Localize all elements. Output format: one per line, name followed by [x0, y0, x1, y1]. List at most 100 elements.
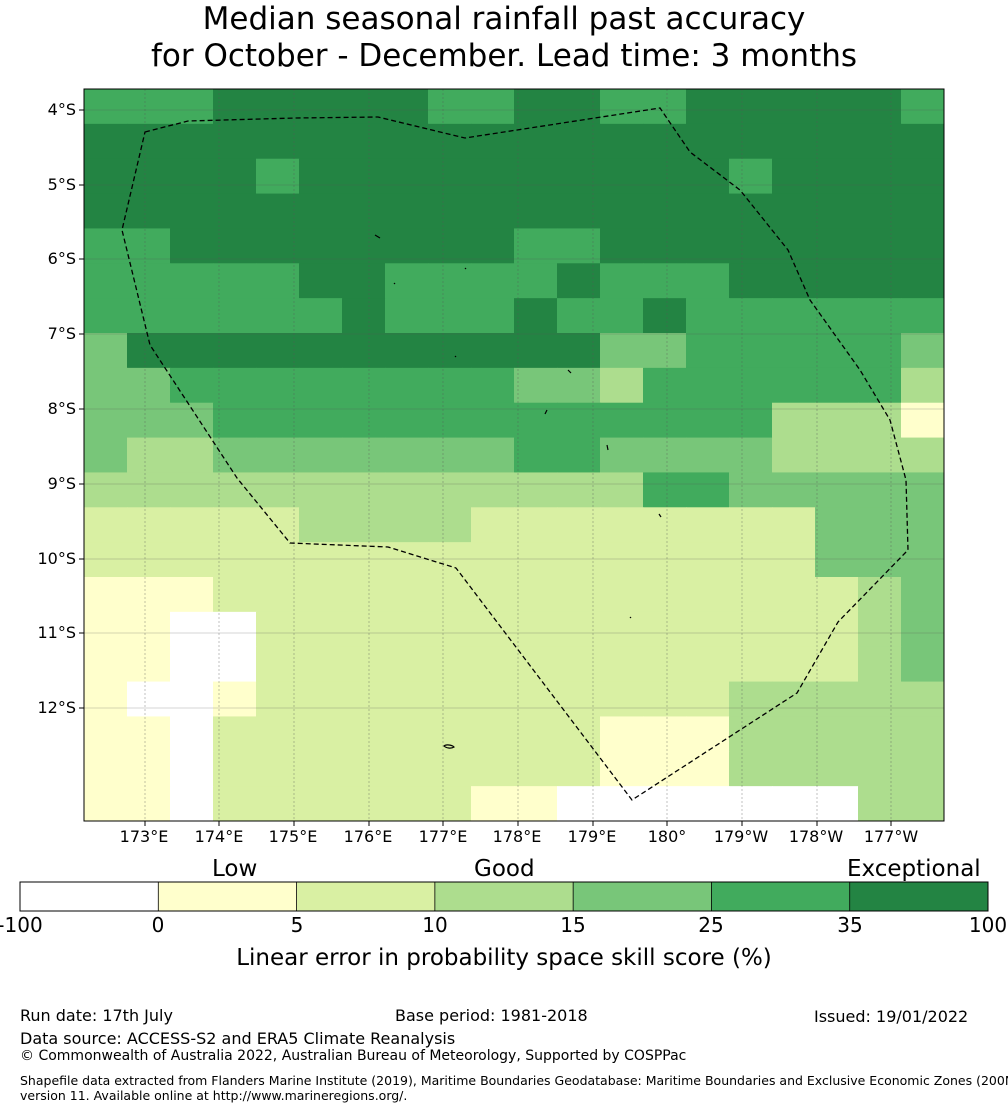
score-cell	[901, 611, 945, 648]
score-cell	[256, 507, 300, 543]
score-cell	[213, 472, 257, 508]
eez-boundary	[121, 107, 909, 801]
score-cell	[299, 193, 343, 229]
score-cell	[600, 89, 644, 125]
score-cell	[256, 158, 300, 195]
score-cell	[772, 298, 816, 334]
score-cell	[858, 437, 902, 473]
score-cell	[256, 123, 300, 160]
colorbar-tick: 15	[560, 913, 586, 937]
score-cell	[643, 472, 687, 508]
run-date: Run date: 17th July	[20, 1006, 173, 1025]
score-cell	[514, 158, 558, 195]
score-cell	[428, 542, 472, 578]
score-cell	[772, 263, 816, 299]
score-cell	[385, 472, 429, 508]
shapefile-credit-1: Shapefile data extracted from Flanders M…	[20, 1073, 1008, 1088]
colorbar-category-low: Low	[212, 856, 258, 882]
score-cell	[557, 367, 601, 404]
score-cell	[686, 367, 730, 404]
score-cell	[127, 193, 171, 229]
score-cell	[84, 437, 128, 473]
score-cell	[815, 751, 859, 787]
score-cell	[600, 716, 644, 752]
score-cell	[299, 646, 343, 683]
score-cell	[901, 437, 945, 473]
score-cell	[557, 228, 601, 264]
score-cell	[858, 367, 902, 404]
score-cell	[170, 577, 214, 613]
score-cell	[127, 298, 171, 334]
score-cell	[471, 402, 515, 439]
score-cell	[729, 681, 773, 717]
score-cell	[600, 681, 644, 717]
score-cell	[256, 716, 300, 752]
score-cell	[557, 716, 601, 752]
score-cell	[514, 193, 558, 229]
score-cell	[729, 577, 773, 613]
score-cell	[729, 751, 773, 787]
score-cell	[772, 786, 816, 822]
score-cell	[514, 402, 558, 439]
score-cell	[557, 611, 601, 648]
score-cell	[342, 123, 386, 160]
score-cell	[772, 333, 816, 369]
lat-label-6s: 6°S	[47, 249, 76, 268]
score-cell	[557, 646, 601, 683]
data-source: Data source: ACCESS-S2 and ERA5 Climate …	[20, 1029, 456, 1048]
score-cell	[643, 402, 687, 439]
score-cell	[901, 298, 945, 334]
score-cell	[471, 751, 515, 787]
score-cell	[815, 472, 859, 508]
score-cell	[428, 681, 472, 717]
score-cell	[600, 123, 644, 160]
score-cell	[729, 437, 773, 473]
score-cell	[84, 507, 128, 543]
score-cell	[170, 158, 214, 195]
score-cell	[428, 263, 472, 299]
colorbar-tick: -100	[0, 913, 43, 937]
score-cell	[127, 402, 171, 439]
score-cell	[600, 333, 644, 369]
score-cell	[428, 89, 472, 125]
score-cell	[213, 123, 257, 160]
score-cell	[256, 577, 300, 613]
score-cell	[342, 507, 386, 543]
score-cell	[514, 333, 558, 369]
score-cell	[815, 402, 859, 439]
score-cell	[342, 646, 386, 683]
score-cell	[385, 228, 429, 264]
score-cell	[600, 367, 644, 404]
colorbar-tick: 0	[151, 913, 165, 937]
score-cell	[256, 472, 300, 508]
score-cell	[342, 158, 386, 195]
colorbar-tick: 25	[698, 913, 724, 937]
lon-label-175e: 175°E	[268, 827, 318, 846]
score-cell	[815, 228, 859, 264]
lat-label-9s: 9°S	[47, 474, 76, 493]
score-cell	[299, 158, 343, 195]
score-cell	[256, 402, 300, 439]
colorbar-frame	[19, 881, 989, 912]
score-cell	[127, 786, 171, 822]
score-cell	[342, 298, 386, 334]
colorbar-tick: 10	[422, 913, 448, 937]
score-cell	[385, 751, 429, 787]
score-cell	[170, 542, 214, 578]
score-cell	[600, 577, 644, 613]
score-cell	[858, 681, 902, 717]
score-cell	[342, 437, 386, 473]
map-title-line-1: Median seasonal rainfall past accuracy	[202, 1, 806, 37]
score-cell	[299, 437, 343, 473]
score-cell	[686, 716, 730, 752]
score-cell	[686, 158, 730, 195]
score-cell	[84, 158, 128, 195]
score-cell	[901, 577, 945, 613]
score-cell	[858, 611, 902, 648]
score-cell	[299, 89, 343, 125]
score-cell	[170, 716, 214, 752]
score-cell	[729, 367, 773, 404]
score-cell	[557, 263, 601, 299]
score-cell	[557, 158, 601, 195]
score-cell	[256, 193, 300, 229]
